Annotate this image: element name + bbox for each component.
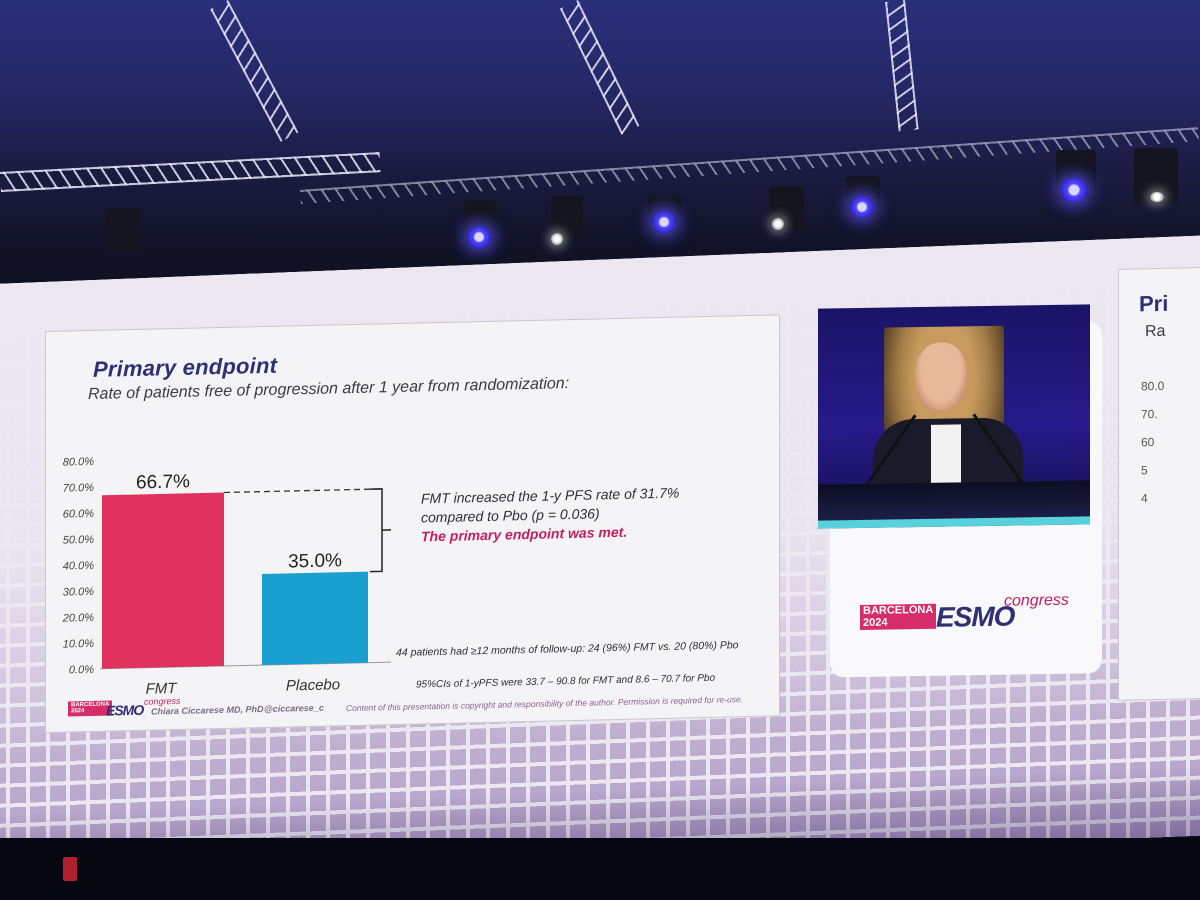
bar-category-label: Placebo <box>286 676 340 694</box>
logo-word: ESMO <box>936 600 1015 633</box>
y-tick-label: 40.0% <box>63 560 94 573</box>
chart-bars <box>102 492 368 669</box>
result-note: FMT increased the 1-y PFS rate of 31.7% … <box>421 482 741 546</box>
second-slide-tick: 80.0 <box>1141 378 1165 394</box>
y-tick-label: 20.0% <box>62 612 94 625</box>
exit-sign <box>63 857 77 881</box>
dashed-connector <box>224 488 382 494</box>
y-tick-label: 50.0% <box>63 534 94 547</box>
y-tick-label: 80.0% <box>63 456 94 469</box>
stage-light <box>772 218 784 230</box>
presentation-slide: Primary endpoint Rate of patients free o… <box>45 314 780 733</box>
speaker-panel: BARCELONA 2024 ESMO congress <box>818 304 1102 678</box>
y-tick-label: 70.0% <box>63 482 94 495</box>
bar-category-label: FMT <box>146 680 179 698</box>
chart-y-axis: 0.0% 10.0% 20.0% 30.0% 40.0% 50.0% 60.0% 70.0% 8… <box>62 456 391 677</box>
second-slide-tick: 4 <box>1141 491 1148 506</box>
author-handle: @ciccarese_c <box>264 702 324 715</box>
podium <box>818 480 1090 529</box>
stage-edge <box>0 838 1200 900</box>
stage-light-fixture <box>106 208 140 252</box>
esmo-logo: BARCELONA 2024 ESMO congress <box>860 591 1070 637</box>
second-slide: Pri Ra 80.0 70. 60 5 4 <box>1118 264 1200 701</box>
y-tick-label: 60.0% <box>63 508 94 521</box>
stage-light <box>1150 192 1164 202</box>
y-tick-label: 10.0% <box>63 638 94 651</box>
stage-light <box>467 226 491 248</box>
bar-value-label: 35.0% <box>288 550 342 572</box>
difference-bracket <box>370 488 391 573</box>
logo-city: BARCELONA <box>863 603 934 617</box>
speaker-video <box>818 304 1090 529</box>
logo-year: 2024 <box>863 616 888 629</box>
bar-placebo <box>262 571 368 666</box>
speaker-face <box>915 342 967 412</box>
stage-light <box>652 211 676 233</box>
second-slide-title: Pri <box>1139 290 1169 317</box>
logo-city-block: BARCELONA 2024 <box>860 603 937 631</box>
second-slide-tick: 70. <box>1141 406 1158 422</box>
stage-ceiling <box>0 0 1200 300</box>
logo-congress: congress <box>1004 591 1069 610</box>
ceiling-truss <box>885 0 919 132</box>
stage-light <box>1060 178 1088 202</box>
second-slide-tick: 5 <box>1141 463 1148 478</box>
bar-value-label: 66.7% <box>136 471 190 493</box>
x-axis-line <box>100 661 391 670</box>
chart-labels: 66.7% FMT 35.0% Placebo <box>136 471 342 698</box>
second-slide-subtitle: Ra <box>1145 322 1166 341</box>
logo-word: ESMO <box>106 701 144 719</box>
ceiling-truss <box>560 0 640 135</box>
stage-light <box>551 233 563 245</box>
projection-screen: Primary endpoint Rate of patients free o… <box>0 233 1200 886</box>
stage-light-fixture <box>551 196 583 240</box>
second-slide-tick: 60 <box>1141 435 1155 450</box>
logo-year: 2024 <box>71 708 85 715</box>
y-tick-label: 30.0% <box>63 586 94 599</box>
y-tick-label: 0.0% <box>69 664 94 677</box>
ceiling-truss <box>210 0 299 142</box>
ceiling-truss <box>0 152 381 192</box>
chart-bracket <box>224 488 391 573</box>
stage-light <box>850 196 874 218</box>
bar-fmt <box>102 492 224 669</box>
bar-chart: 0.0% 10.0% 20.0% 30.0% 40.0% 50.0% 60.0% 70.0% 8… <box>62 456 391 698</box>
